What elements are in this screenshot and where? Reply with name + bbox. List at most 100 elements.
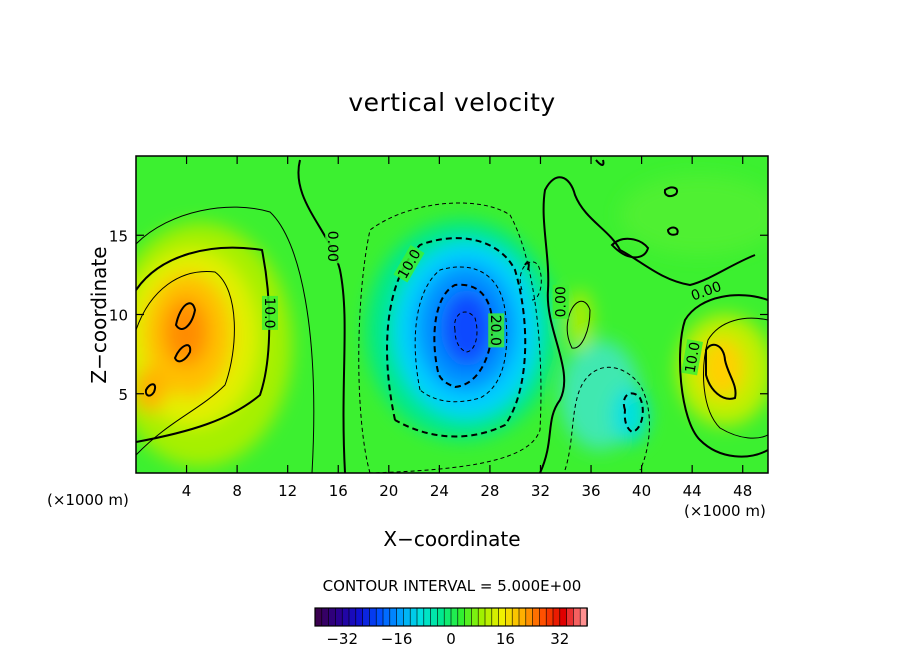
colorbar-swatch xyxy=(498,607,507,627)
colorbar-swatch xyxy=(403,607,411,627)
colorbar-swatch xyxy=(375,607,384,627)
contour-small-a xyxy=(663,186,678,198)
colorbar-swatch xyxy=(552,607,561,627)
contour-label: 0.00 xyxy=(324,231,340,262)
contour-small-b xyxy=(610,237,650,259)
y-tick-label: 5 xyxy=(118,386,128,404)
contour-15-left xyxy=(136,271,235,456)
contour-label-bg xyxy=(261,295,278,330)
y-tick-label: 10 xyxy=(109,307,128,325)
contour-zero-right-b xyxy=(595,159,605,166)
contour-pos5-right xyxy=(703,317,768,439)
colorbar-swatch xyxy=(389,607,398,627)
colorbar-swatch xyxy=(518,607,527,627)
x-unit-label: (×1000 m) xyxy=(684,502,766,520)
colorbar-swatch xyxy=(355,607,364,627)
colorbar-ticks: −32 −16 0 16 32 xyxy=(326,630,569,648)
colorbar-swatch xyxy=(525,607,534,627)
colorbar xyxy=(314,607,588,627)
colorbar-swatch xyxy=(464,607,473,627)
contour-label: 20.0 xyxy=(487,315,503,346)
x-axis-label: X−coordinate xyxy=(383,527,521,551)
contour-neg20-mid xyxy=(433,283,494,389)
y-axis-label: Z−coordinate xyxy=(87,246,111,384)
contour-small-c xyxy=(666,226,679,236)
x-tick-label: 8 xyxy=(232,482,242,500)
colorbar-swatch xyxy=(396,607,405,627)
colorbar-swatch xyxy=(545,607,554,627)
x-axis-ticks: 4 8 12 16 20 24 28 32 36 40 44 48 xyxy=(182,156,752,500)
contour-neg15-mid xyxy=(414,266,508,403)
colorbar-swatch xyxy=(348,607,357,627)
colorbar-swatch xyxy=(430,607,439,627)
y-axis-ticks: 5 10 15 xyxy=(109,227,768,404)
colorbar-swatch xyxy=(416,607,425,627)
colorbar-swatch xyxy=(573,607,582,627)
colorbar-swatch xyxy=(314,607,323,627)
contour-neg-lobe-outer xyxy=(564,366,650,471)
contour-wiggle-a xyxy=(519,261,542,301)
colorbar-swatch xyxy=(559,607,568,627)
x-tick-label: 44 xyxy=(683,482,702,500)
colorbar-swatch xyxy=(450,607,459,627)
contour-label: 0.00 xyxy=(554,286,570,317)
colorbar-tick-label: −16 xyxy=(381,630,413,648)
contour-zero-right xyxy=(539,176,756,473)
colorbar-swatch xyxy=(484,607,493,627)
colorbar-swatch xyxy=(328,607,337,627)
x-tick-label: 32 xyxy=(531,482,550,500)
contour-20-c xyxy=(144,383,156,397)
contour-wiggle-b xyxy=(524,261,530,271)
contour-interval-label: CONTOUR INTERVAL = 5.000E+00 xyxy=(322,577,582,595)
contour-zero-left xyxy=(297,159,346,473)
colorbar-swatch xyxy=(443,607,452,627)
colorbar-swatch xyxy=(409,607,418,627)
colorbar-swatch xyxy=(369,607,377,627)
contour-5-left xyxy=(136,206,315,473)
colorbar-swatch xyxy=(511,607,520,627)
colorbar-swatch xyxy=(457,607,466,627)
colorbar-tick-label: 32 xyxy=(550,630,569,648)
colorbar-swatch xyxy=(437,607,445,627)
contour-pos-right xyxy=(679,294,768,458)
contour-label: 10.0 xyxy=(683,341,704,374)
contour-label-bg xyxy=(488,313,505,348)
contour-label-bg xyxy=(325,229,342,264)
x-tick-label: 12 xyxy=(278,482,297,500)
colorbar-swatch xyxy=(532,607,541,627)
contour-label-bg xyxy=(393,245,425,283)
colorbar-swatch xyxy=(362,607,371,627)
contour-pos-inner xyxy=(705,343,737,400)
contour-label-bg xyxy=(552,284,569,319)
x-tick-label: 24 xyxy=(430,482,449,500)
contour-label-bg xyxy=(687,277,725,305)
x-tick-label: 36 xyxy=(581,482,600,500)
contour-neg25-mid xyxy=(454,311,478,353)
colorbar-swatch xyxy=(335,607,343,627)
x-tick-label: 4 xyxy=(182,482,192,500)
contour-neg-lobe xyxy=(622,392,644,434)
colorbar-swatch xyxy=(382,607,391,627)
colorbar-swatch xyxy=(505,607,513,627)
x-tick-label: 40 xyxy=(632,482,651,500)
y-unit-label: (×1000 m) xyxy=(47,491,129,509)
colorbar-tick-label: 0 xyxy=(446,630,456,648)
contour-20-b xyxy=(173,344,192,363)
contour-neg5-mid xyxy=(358,202,542,473)
colorbar-tick-label: 16 xyxy=(496,630,515,648)
x-tick-label: 20 xyxy=(379,482,398,500)
x-tick-label: 48 xyxy=(733,482,752,500)
colorbar-tick-label: −32 xyxy=(326,630,358,648)
y-tick-label: 15 xyxy=(109,227,128,245)
colorbar-swatch xyxy=(491,607,500,627)
contour-wiggle-c xyxy=(566,300,591,349)
x-tick-label: 16 xyxy=(329,482,348,500)
colorbar-swatch xyxy=(341,607,350,627)
colorbar-swatch xyxy=(477,607,486,627)
contour-20-a xyxy=(174,302,197,330)
contour-neg10-mid xyxy=(386,237,527,438)
contour-label-bg xyxy=(681,339,703,376)
colorbar-swatch xyxy=(566,607,575,627)
contour-label: 10.0 xyxy=(261,297,277,328)
